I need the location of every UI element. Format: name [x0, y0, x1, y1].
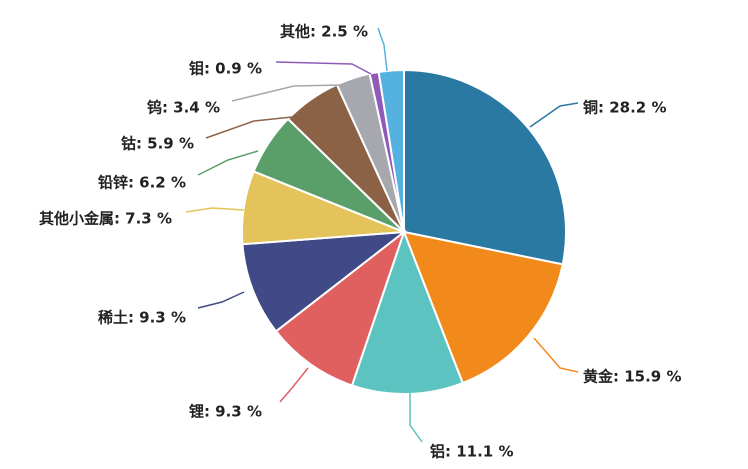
slices-layer [241, 68, 567, 395]
leader-line-gold [533, 337, 579, 373]
labels-layer: 铜: 28.2 % 黄金: 15.9 % 铝: 11.1 % 锂: 9.3 % 稀土: … [39, 23, 682, 461]
leader-line-lithium [279, 367, 309, 403]
pie-slice-lithium [274, 229, 407, 387]
leader-line-tungsten [231, 84, 342, 102]
slice-label-rare-earth: 稀土: 9.3 % [98, 309, 186, 327]
slice-label-molybdenum: 钼: 0.9 % [189, 60, 262, 78]
slice-label-gold: 黄金: 15.9 % [583, 368, 681, 386]
leader-line-cobalt [205, 116, 293, 139]
pie-slice-gold [402, 230, 564, 385]
leader-line-rare-earth [197, 291, 245, 309]
slice-label-lithium: 锂: 9.3 % [189, 403, 262, 421]
leader-line-copper [529, 102, 579, 128]
slice-label-tungsten: 钨: 3.4 % [147, 99, 220, 117]
pie-slice-rare-earth [241, 230, 408, 333]
slice-label-cobalt: 钴: 5.9 % [121, 135, 194, 153]
slice-label-other: 其他: 2.5 % [280, 23, 368, 41]
slice-label-lead-zinc: 铅锌: 6.2 % [98, 174, 186, 192]
slice-label-copper: 铜: 28.2 % [583, 99, 666, 117]
pie-slice-copper [403, 68, 567, 266]
leaders-layer [185, 27, 579, 443]
slice-label-other-minor-metals: 其他小金属: 7.3 % [39, 210, 172, 228]
slice-label-aluminum: 铝: 11.1 % [430, 443, 513, 461]
leader-line-other [377, 27, 388, 72]
leader-line-molybdenum [275, 61, 372, 75]
pie-slice-other [377, 68, 405, 233]
leader-line-lead-zinc [197, 150, 259, 176]
leader-line-aluminum [409, 393, 423, 443]
pie-slice-aluminum [350, 229, 464, 395]
leader-line-other-minor-metals [185, 207, 245, 213]
